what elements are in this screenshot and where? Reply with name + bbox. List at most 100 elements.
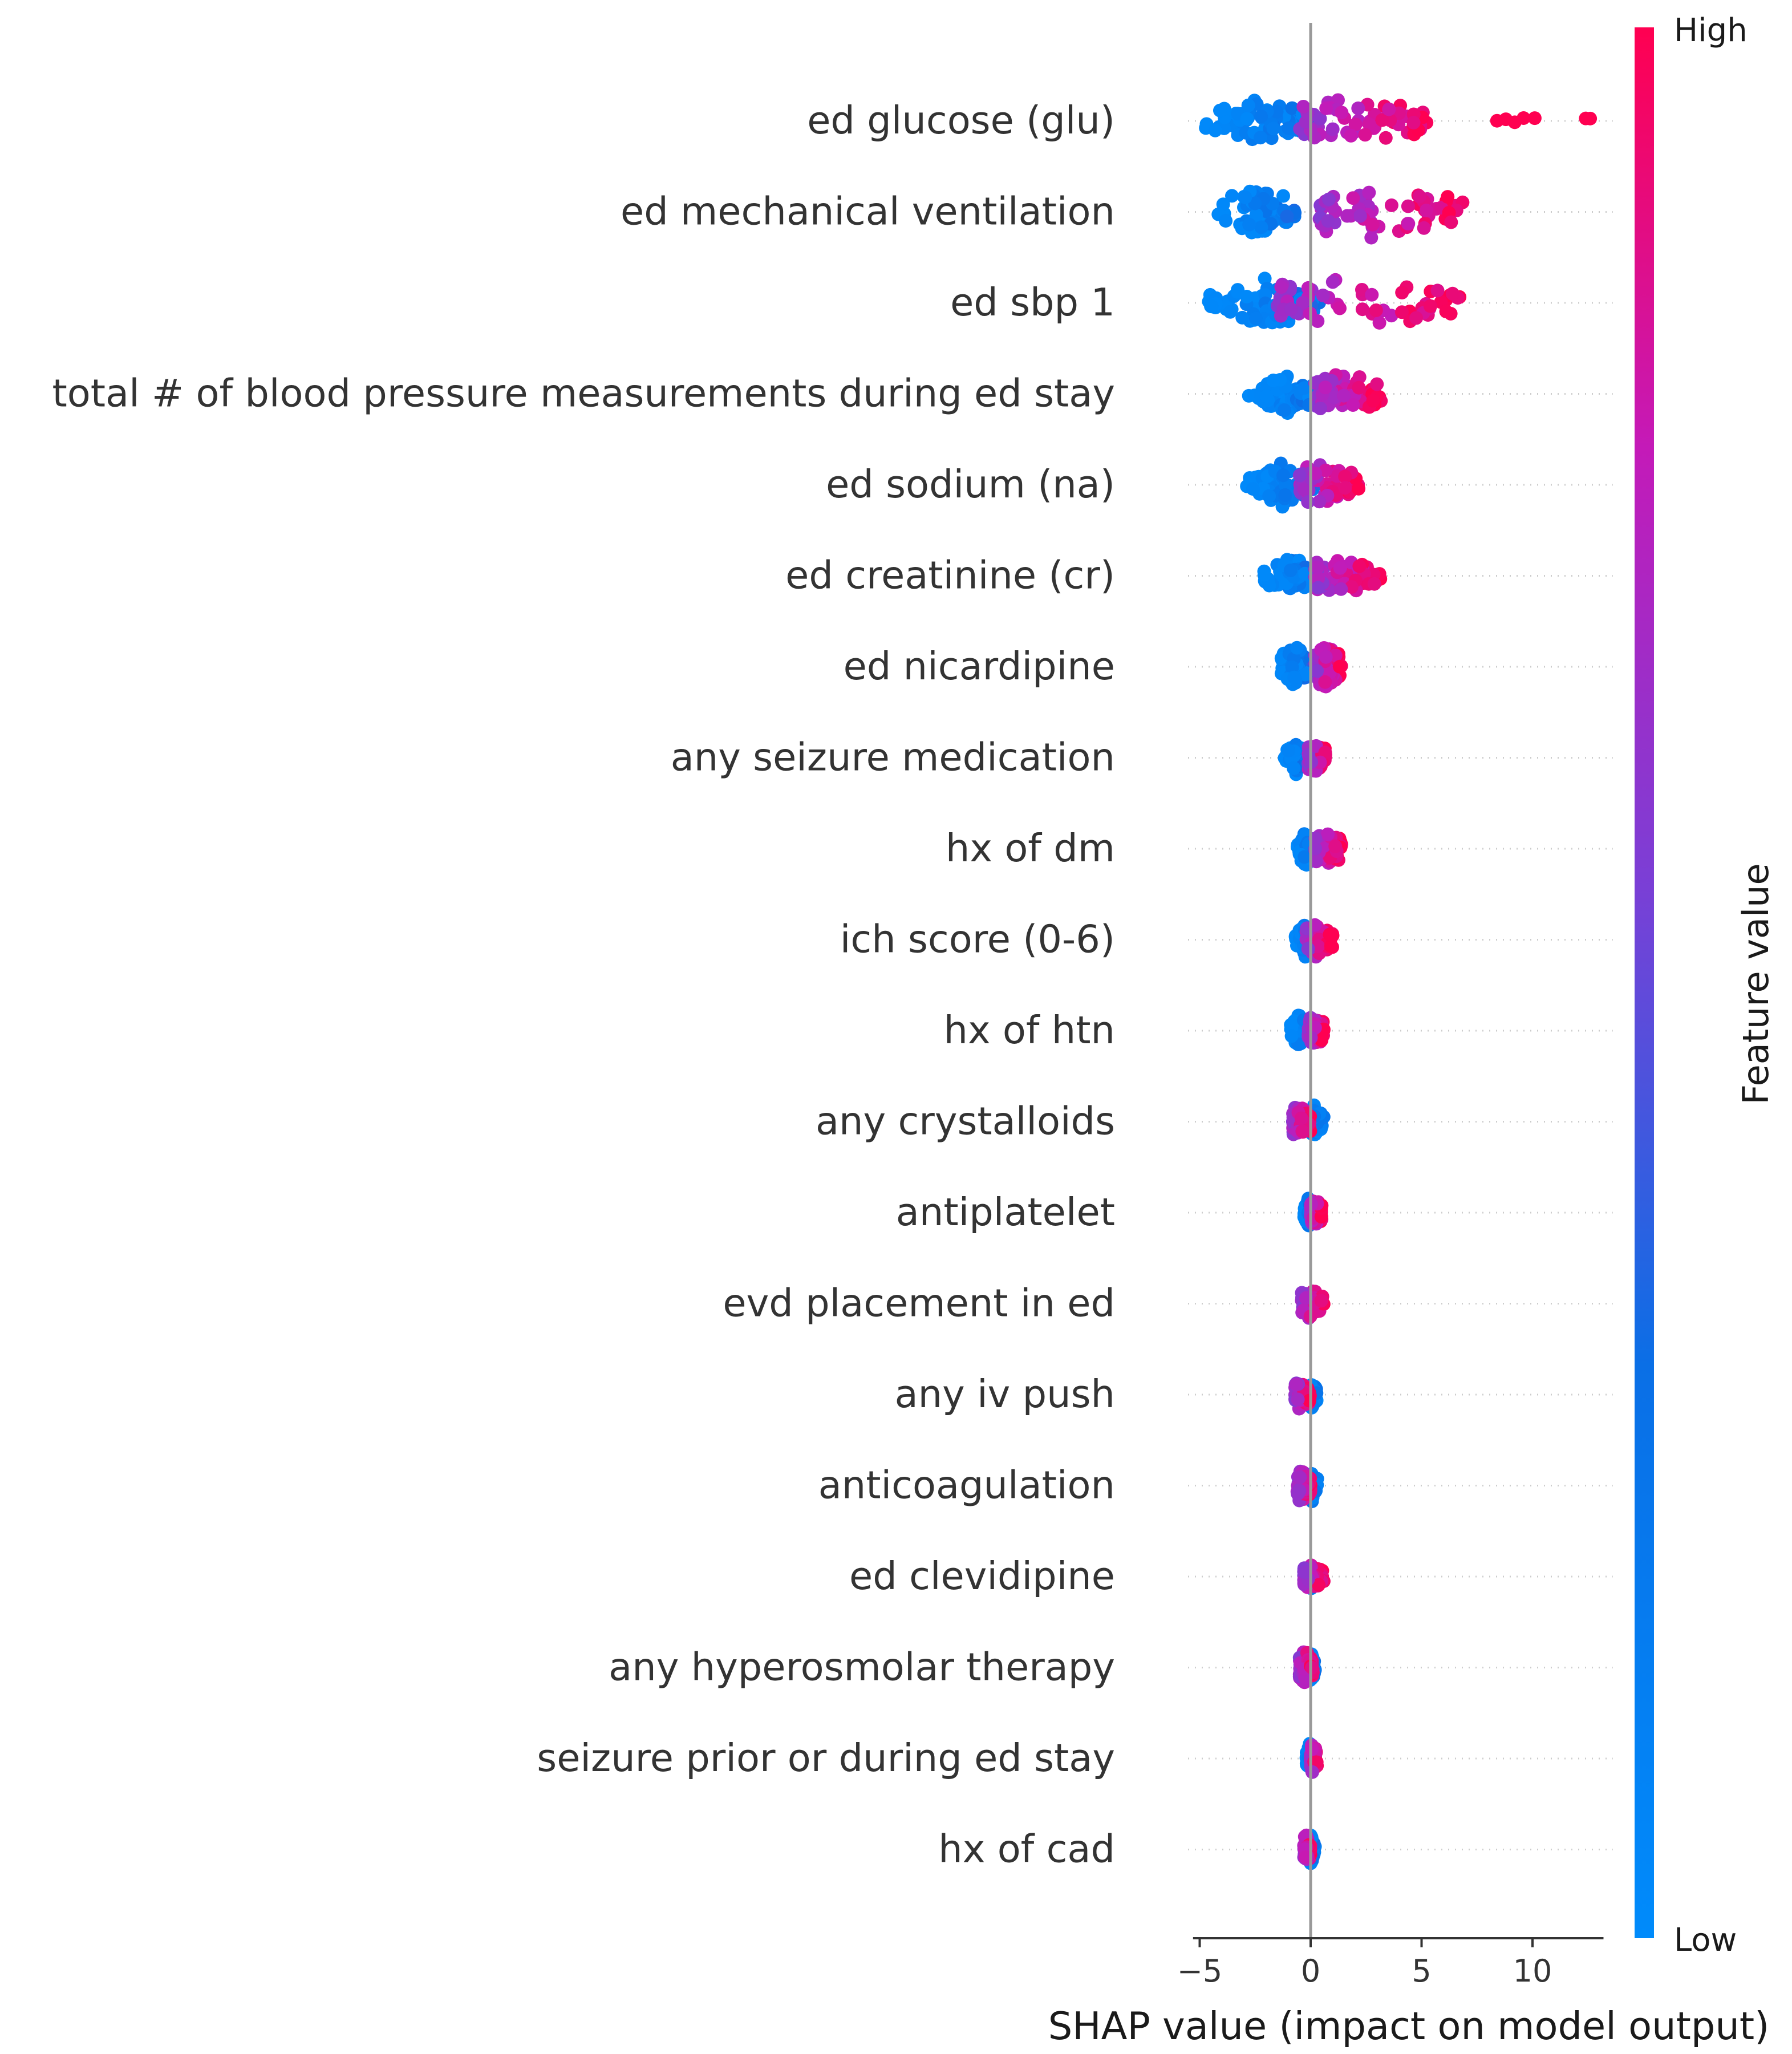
shap-point <box>1417 221 1431 235</box>
shap-point <box>1338 469 1352 484</box>
feature-label: anticoagulation <box>818 1463 1115 1508</box>
shap-point <box>1266 121 1280 136</box>
shap-point <box>1254 131 1268 145</box>
feature-label: any seizure medication <box>671 735 1115 780</box>
shap-point <box>1241 98 1255 112</box>
shap-point <box>1262 489 1276 503</box>
shap-point <box>1419 204 1433 217</box>
shap-point <box>1314 1294 1328 1308</box>
x-tick-label: 10 <box>1513 1953 1552 1989</box>
shap-point <box>1362 117 1376 131</box>
shap-point <box>1238 191 1252 204</box>
shap-point <box>1254 220 1268 234</box>
feature-labels: ed glucose (glu) ed mechanical ventilatio… <box>52 98 1115 1871</box>
shap-point <box>1225 189 1239 203</box>
shap-point <box>1291 1486 1305 1501</box>
shap-point <box>1280 209 1294 224</box>
shap-point <box>1278 403 1292 418</box>
shap-point <box>1439 305 1453 318</box>
shap-point <box>1321 827 1335 841</box>
shap-point <box>1319 463 1333 477</box>
shap-point <box>1262 578 1276 593</box>
shap-point <box>1284 302 1298 316</box>
shap-point <box>1365 287 1379 302</box>
shap-point <box>1249 208 1263 222</box>
shap-point <box>1346 191 1360 205</box>
shap-point <box>1346 398 1360 412</box>
shap-point-outlier <box>1527 111 1542 125</box>
shap-point-outlier <box>1583 111 1598 125</box>
shap-point <box>1384 198 1398 212</box>
shap-point <box>1295 1124 1309 1139</box>
feature-label: ed clevidipine <box>849 1554 1115 1598</box>
shap-point <box>1287 761 1301 775</box>
shap-point <box>1311 314 1325 328</box>
shap-point <box>1338 481 1352 495</box>
shap-point <box>1257 568 1271 582</box>
shap-point <box>1313 402 1327 415</box>
shap-point <box>1301 495 1315 509</box>
shap-point <box>1282 743 1296 757</box>
shap-point <box>1278 488 1292 502</box>
colorbar-high-label: High <box>1674 12 1748 49</box>
x-tick-label: 0 <box>1301 1953 1320 1989</box>
shap-point <box>1441 190 1455 204</box>
shap-point <box>1266 373 1280 387</box>
shap-point <box>1362 185 1376 200</box>
shap-point <box>1337 388 1351 403</box>
shap-point <box>1445 286 1459 301</box>
shap-point <box>1310 664 1324 678</box>
shap-point <box>1254 110 1268 124</box>
shap-point <box>1311 581 1325 595</box>
shap-point <box>1213 103 1227 118</box>
shap-point <box>1325 122 1340 136</box>
shap-point <box>1289 1378 1303 1391</box>
x-axis: −5 0 5 10 SHAP value (impact on model outpu… <box>1048 1937 1769 2048</box>
shap-point <box>1334 582 1348 596</box>
feature-label: ed creatinine (cr) <box>785 553 1115 598</box>
feature-label: total # of blood pressure measurements d… <box>52 371 1115 416</box>
shap-point <box>1298 381 1312 395</box>
x-tick-label: −5 <box>1177 1953 1223 1989</box>
shap-point <box>1319 101 1333 115</box>
shap-point <box>1328 839 1343 853</box>
feature-label: ed nicardipine <box>844 644 1115 688</box>
shap-point <box>1291 1392 1305 1407</box>
shap-point <box>1401 217 1416 231</box>
shap-point <box>1235 310 1250 325</box>
shap-point <box>1352 380 1366 395</box>
shap-point <box>1312 1578 1326 1592</box>
feature-label: ed sodium (na) <box>826 462 1115 507</box>
shap-point <box>1333 659 1347 674</box>
shap-point <box>1294 1111 1308 1125</box>
x-tick-label: 5 <box>1412 1953 1431 1989</box>
shap-point <box>1351 101 1365 115</box>
feature-label: hx of cad <box>938 1827 1115 1871</box>
shap-point <box>1296 100 1311 114</box>
shap-point <box>1312 495 1327 509</box>
gridlines <box>1188 120 1613 1850</box>
shap-point <box>1379 131 1393 145</box>
feature-label: ed sbp 1 <box>950 280 1115 325</box>
feature-label: any iv push <box>895 1372 1115 1416</box>
shap-point <box>1382 102 1396 116</box>
shap-point <box>1219 214 1233 228</box>
shap-point <box>1444 215 1458 229</box>
shap-point <box>1352 559 1367 573</box>
shap-point <box>1246 482 1260 496</box>
shap-point <box>1305 1765 1319 1779</box>
x-ticks: −5 0 5 10 <box>1177 1938 1552 1989</box>
shap-point <box>1282 121 1296 135</box>
shap-point <box>1365 217 1380 232</box>
shap-point <box>1298 850 1312 864</box>
shap-point <box>1296 295 1310 310</box>
shap-point <box>1364 230 1379 245</box>
shap-point <box>1298 667 1312 682</box>
shap-point <box>1276 189 1290 203</box>
feature-label: seizure prior or during ed stay <box>537 1736 1115 1780</box>
shap-point <box>1412 189 1426 204</box>
shap-point <box>1367 577 1381 591</box>
shap-point <box>1284 1029 1299 1043</box>
colorbar-title: Feature value <box>1735 863 1777 1104</box>
